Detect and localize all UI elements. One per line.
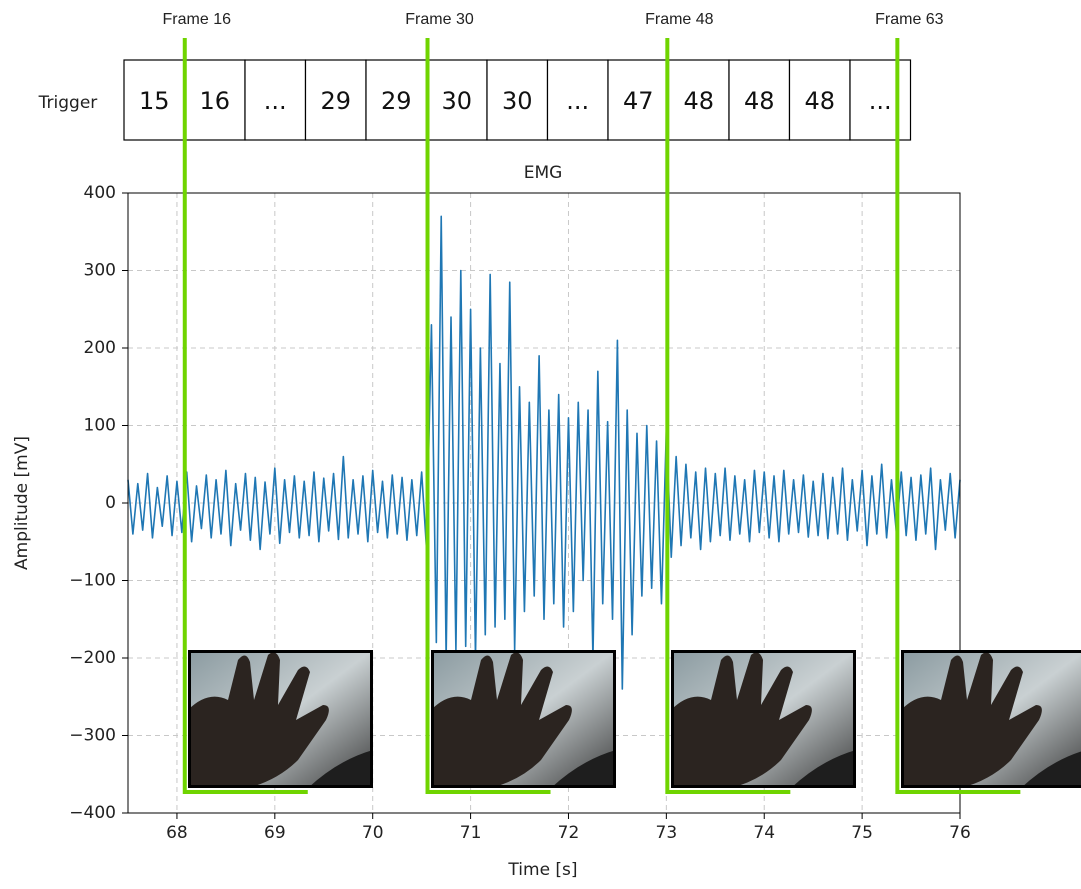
- frame-label: Frame 63: [875, 11, 944, 28]
- trigger-cell-text: 48: [744, 87, 775, 115]
- chart-title: EMG: [524, 163, 563, 183]
- y-tick-label: −400: [69, 803, 116, 823]
- trigger-cell-text: 48: [683, 87, 714, 115]
- trigger-table: Trigger 15 16... 29 29 30 30... 47 48 48 48...: [38, 59, 912, 141]
- x-tick-label: 73: [656, 823, 678, 843]
- hand-photo: [669, 648, 858, 790]
- trigger-cell-text: 29: [320, 87, 351, 115]
- emg-line: [127, 215, 961, 690]
- trigger-cell: [486, 59, 549, 141]
- trigger-cell-text: 29: [381, 87, 412, 115]
- ticks: 68 69 70 71 72 73 74 75 76 −400 −300 −200 −100 0 100 20…: [69, 183, 971, 843]
- frame-marker: [182, 38, 308, 794]
- y-tick-label: −300: [69, 726, 116, 746]
- y-axis-label: Amplitude [mV]: [12, 436, 32, 570]
- frame-label: Frame 48: [645, 11, 714, 28]
- trigger-cell: [607, 59, 670, 141]
- x-axis-label: Time [s]: [507, 860, 577, 880]
- trigger-cell: [667, 59, 730, 141]
- trigger-cell: [244, 59, 307, 141]
- y-tick-label: 0: [105, 493, 116, 513]
- hand-photo: [186, 648, 375, 790]
- plot: [127, 215, 961, 690]
- trigger-cell-text: 15: [139, 87, 170, 115]
- x-tick-label: 71: [460, 823, 482, 843]
- frame-label: Frame 30: [405, 11, 474, 28]
- trigger-cell-text: 47: [623, 87, 654, 115]
- trigger-cell-text: 48: [804, 87, 835, 115]
- trigger-cell: [365, 59, 428, 141]
- x-tick-label: 72: [558, 823, 580, 843]
- trigger-cell-text: ...: [264, 87, 287, 115]
- trigger-cell-text: ...: [869, 87, 892, 115]
- hand-photo: [899, 648, 1081, 790]
- trigger-cell-text: 30: [502, 87, 533, 115]
- x-tick-label: 70: [362, 823, 384, 843]
- trigger-cell-text: 30: [441, 87, 472, 115]
- y-tick-label: 200: [84, 338, 116, 358]
- x-tick-label: 75: [851, 823, 873, 843]
- trigger-label: Trigger: [38, 93, 98, 113]
- x-tick-label: 74: [753, 823, 775, 843]
- trigger-cell: [183, 59, 246, 141]
- x-tick-label: 68: [166, 823, 188, 843]
- trigger-cell: [123, 59, 186, 141]
- frame-label: Frame 16: [163, 11, 232, 28]
- frame-marker: [895, 38, 1021, 794]
- x-tick-label: 69: [264, 823, 286, 843]
- frame-marker: [425, 38, 551, 794]
- y-tick-label: 300: [84, 261, 116, 281]
- trigger-cell: [788, 59, 851, 141]
- x-tick-label: 76: [949, 823, 971, 843]
- trigger-cell: [849, 59, 912, 141]
- y-tick-label: −100: [69, 571, 116, 591]
- frame-markers: Frame 16 Frame 30 Frame 48 Frame 63: [163, 11, 1021, 794]
- trigger-cell-text: ...: [566, 87, 589, 115]
- trigger-cell: [546, 59, 609, 141]
- y-tick-label: −200: [69, 648, 116, 668]
- frame-marker: [665, 38, 791, 794]
- hand-photo: [429, 648, 618, 790]
- y-tick-label: 100: [84, 416, 116, 436]
- y-tick-label: 400: [84, 183, 116, 203]
- trigger-cell-text: 16: [199, 87, 230, 115]
